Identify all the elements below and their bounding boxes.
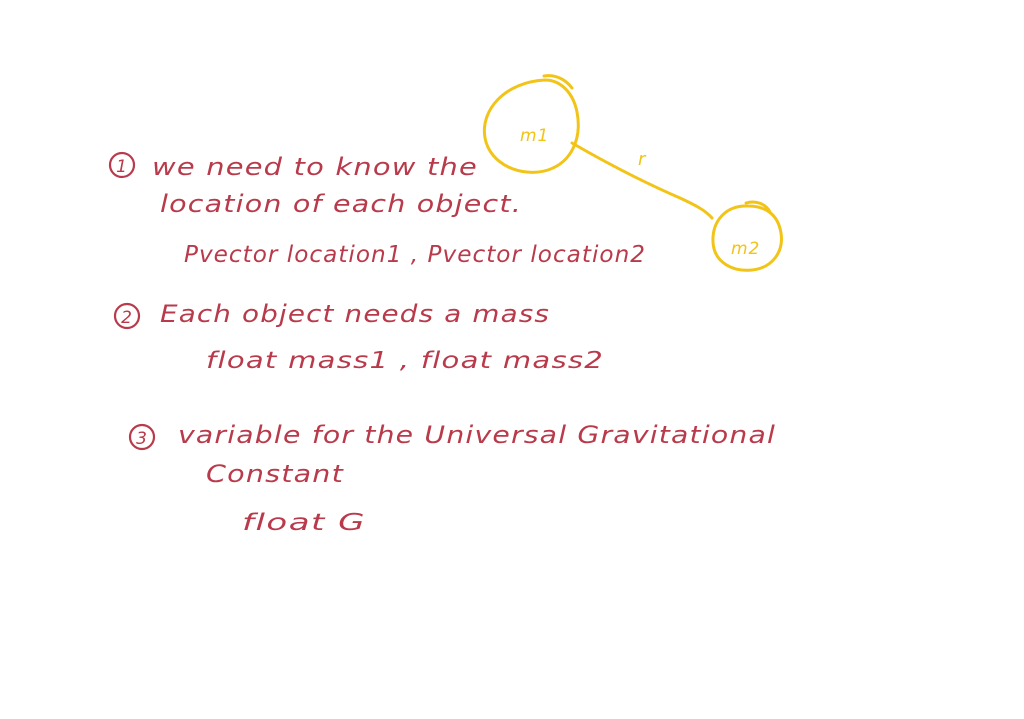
note-1-number: 1 [116,157,128,177]
gravity-diagram: m1 r m2 [482,74,783,272]
note-2-code: float mass1 , float mass2 [206,348,604,374]
note-3-line-2: Constant [206,460,345,488]
mass-2-label: m2 [731,239,760,259]
note-1-line-2: location of each object. [160,190,522,218]
note-2: 2 Each object needs a mass float mass1 ,… [113,300,604,374]
mass-1-circle-overlap-stroke [542,74,574,90]
note-3-code: float G [242,510,366,536]
distance-line [570,141,714,220]
mass-1-circle [482,78,580,174]
note-3-number: 3 [136,429,148,449]
mass-2-circle [711,204,783,272]
note-2-line-1: Each object needs a mass [160,300,550,328]
mass-1-label: m1 [520,126,549,146]
note-1: 1 we need to know the location of each o… [108,151,646,268]
distance-label: r [638,149,647,170]
mass-2-circle-overlap-stroke [744,200,772,214]
note-3: 3 variable for the Universal Gravitation… [128,421,776,536]
note-2-number-circle [113,302,141,330]
note-1-code: Pvector location1 , Pvector location2 [184,242,646,268]
note-1-line-1: we need to know the [152,153,478,181]
note-1-number-circle [108,151,136,179]
note-3-number-circle [128,423,156,451]
note-3-line-1: variable for the Universal Gravitational [178,421,776,449]
note-2-number: 2 [121,308,133,328]
